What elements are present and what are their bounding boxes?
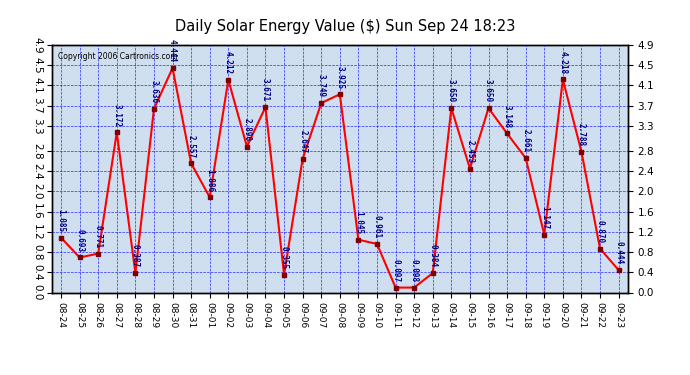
Text: 2.788: 2.788 — [577, 123, 586, 146]
Text: 3.650: 3.650 — [484, 80, 493, 103]
Text: 3.650: 3.650 — [447, 80, 456, 103]
Text: 4.444: 4.444 — [168, 39, 177, 63]
Text: 2.647: 2.647 — [298, 130, 307, 153]
Text: 2.557: 2.557 — [186, 135, 196, 158]
Text: 0.097: 0.097 — [391, 259, 400, 282]
Text: 0.961: 0.961 — [373, 215, 382, 238]
Text: 0.771: 0.771 — [94, 225, 103, 248]
Text: 3.925: 3.925 — [335, 66, 344, 89]
Text: 0.693: 0.693 — [75, 229, 84, 252]
Text: 1.085: 1.085 — [57, 209, 66, 232]
Text: 2.453: 2.453 — [466, 140, 475, 163]
Text: 4.218: 4.218 — [558, 51, 567, 74]
Text: 1.147: 1.147 — [540, 206, 549, 229]
Text: 1.045: 1.045 — [354, 211, 363, 234]
Text: 2.890: 2.890 — [242, 118, 251, 141]
Text: 3.148: 3.148 — [502, 105, 511, 128]
Text: 3.749: 3.749 — [317, 75, 326, 98]
Text: 1.886: 1.886 — [205, 168, 214, 192]
Text: 0.444: 0.444 — [614, 242, 623, 264]
Text: 2.661: 2.661 — [521, 129, 530, 153]
Text: 0.355: 0.355 — [279, 246, 288, 269]
Text: 0.384: 0.384 — [428, 244, 437, 267]
Text: Daily Solar Energy Value ($) Sun Sep 24 18:23: Daily Solar Energy Value ($) Sun Sep 24 … — [175, 19, 515, 34]
Text: 0.387: 0.387 — [131, 244, 140, 267]
Text: 3.172: 3.172 — [112, 104, 121, 127]
Text: 0.098: 0.098 — [410, 259, 419, 282]
Text: 3.636: 3.636 — [150, 80, 159, 103]
Text: 4.212: 4.212 — [224, 51, 233, 74]
Text: Copyright 2006 Cartronics.com: Copyright 2006 Cartronics.com — [57, 53, 177, 62]
Text: 0.870: 0.870 — [595, 220, 604, 243]
Text: 3.671: 3.671 — [261, 78, 270, 102]
